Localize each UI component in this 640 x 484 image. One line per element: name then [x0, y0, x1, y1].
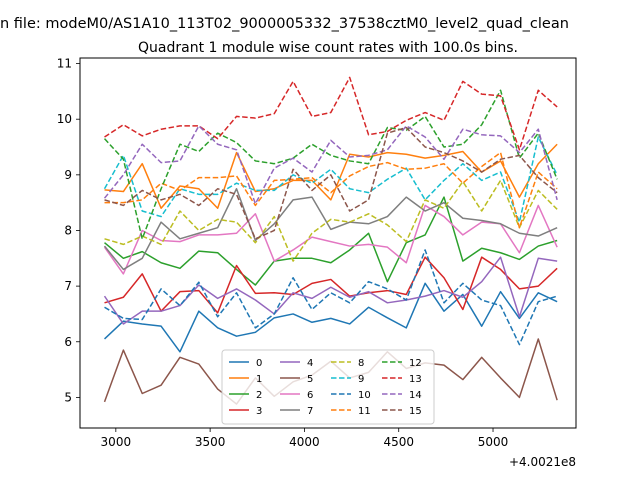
y-axis: 5 6 7 8 9 10 11	[57, 57, 80, 404]
x-tick-label: 4500	[383, 435, 414, 449]
y-tick-label: 11	[57, 57, 72, 71]
y-tick-label: 10	[57, 112, 72, 126]
series-line-14	[103, 125, 558, 205]
legend-label-2: 2	[256, 390, 262, 401]
series-line-7	[103, 188, 558, 271]
x-tick-label: 5000	[478, 435, 509, 449]
series-line-9	[103, 136, 558, 223]
series-line-12	[103, 89, 558, 240]
legend-label-5: 5	[307, 374, 313, 385]
figure-suptitle: n file: modeM0/AS1A10_113T02_9000005332_…	[0, 16, 569, 32]
legend-label-1: 1	[256, 374, 262, 385]
x-tick-label: 3500	[195, 435, 226, 449]
legend-label-14: 14	[409, 390, 422, 401]
legend-label-10: 10	[358, 390, 371, 401]
legend-label-15: 15	[409, 406, 422, 417]
legend-label-7: 7	[307, 406, 313, 417]
legend-label-0: 0	[256, 358, 262, 369]
x-tick-label: 4000	[289, 435, 320, 449]
series-line-15	[104, 126, 558, 240]
series-line-3	[104, 256, 558, 314]
legend-label-4: 4	[307, 358, 313, 369]
series-line-11	[104, 151, 558, 229]
series-line-13	[104, 76, 558, 151]
series-line-6	[103, 204, 558, 275]
legend-box	[221, 349, 435, 425]
legend-label-9: 9	[358, 374, 364, 385]
axes-frame	[79, 57, 577, 429]
y-tick-label: 5	[64, 390, 72, 404]
legend-label-8: 8	[358, 358, 364, 369]
legend-label-6: 6	[307, 390, 313, 401]
x-tick-label: 3000	[101, 435, 132, 449]
series-line-2	[104, 196, 558, 286]
x-offset-label: +4.0021e8	[509, 455, 576, 469]
series-line-4	[103, 256, 558, 325]
series-line-0	[104, 282, 558, 353]
chart-title: Quadrant 1 module wise count rates with …	[138, 40, 518, 56]
y-tick-label: 8	[64, 223, 72, 237]
legend-label-12: 12	[409, 358, 422, 369]
y-tick-label: 7	[64, 279, 72, 293]
legend-label-11: 11	[358, 406, 371, 417]
y-tick-label: 9	[64, 168, 72, 182]
legend-label-13: 13	[409, 374, 422, 385]
plot-lines	[103, 76, 558, 405]
legend-label-3: 3	[256, 406, 262, 417]
x-axis: 3000 3500 4000 4500 5000	[101, 428, 509, 449]
y-tick-label: 6	[64, 335, 72, 349]
series-line-8	[104, 179, 558, 262]
